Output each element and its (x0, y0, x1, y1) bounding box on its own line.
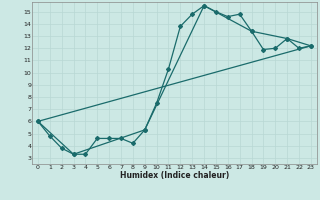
X-axis label: Humidex (Indice chaleur): Humidex (Indice chaleur) (120, 171, 229, 180)
